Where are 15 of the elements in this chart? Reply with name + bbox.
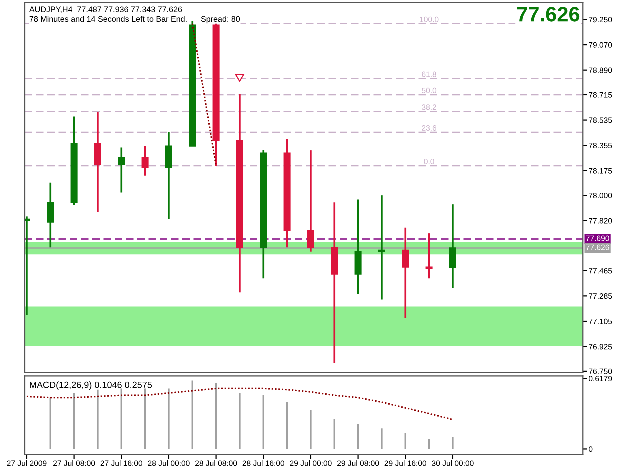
candlestick [426,232,433,280]
candlestick [402,227,410,319]
annotation: 78 Minutes and 14 Seconds Left to Bar End. Spread: 80 [30,16,240,24]
annotation: AUDJPY,H4 77.487 77.936 77.343 77.626 [29,6,182,14]
annotation: 77.626 [518,7,580,22]
candlestick [449,204,456,289]
candlestick [378,194,386,301]
candlestick [307,150,314,253]
candlestick [142,145,149,177]
candlestick [165,131,172,220]
candlestick [94,112,102,214]
candlestick [354,198,362,295]
candlestick [118,146,126,194]
candlestick [47,182,54,249]
text: MACD(12,26,9) 0.1046 0.2575 [30,382,152,390]
